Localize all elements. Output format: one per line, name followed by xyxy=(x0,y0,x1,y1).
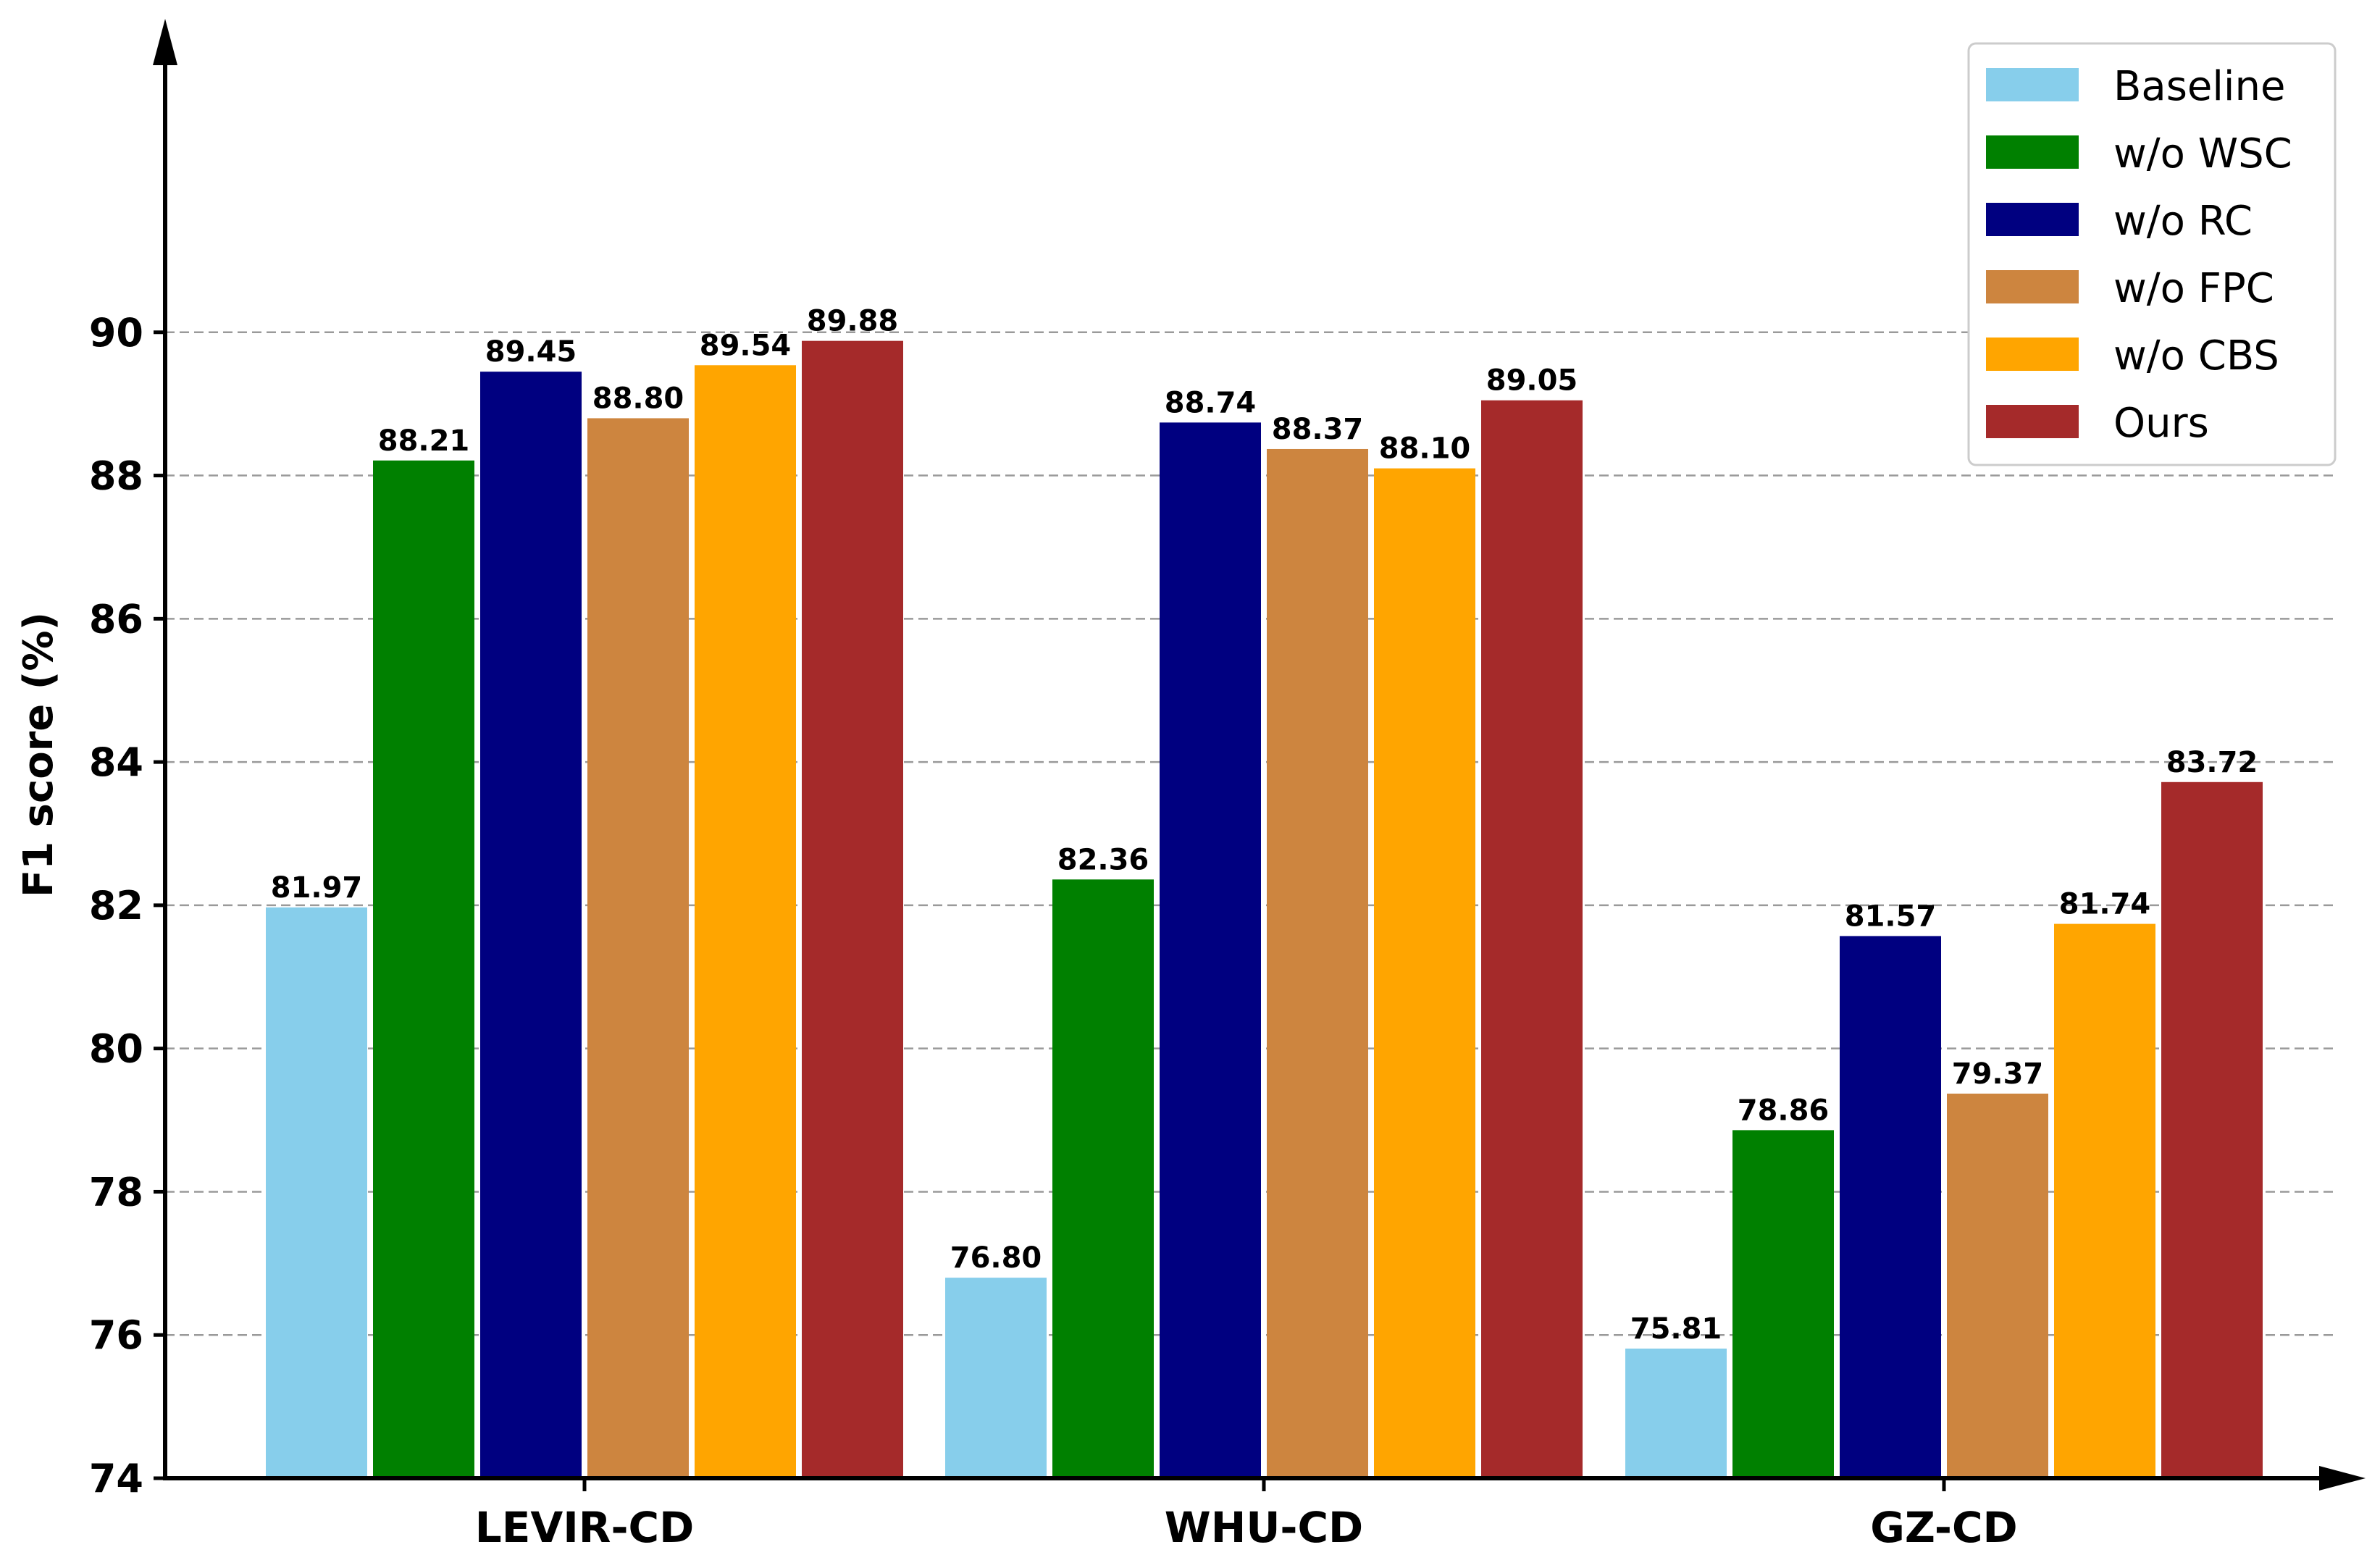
y-tick-label: 80 xyxy=(89,1026,143,1072)
bar xyxy=(802,340,903,1479)
legend: Baseline w/o WSC w/o RC w/o FPC w/o CBS Ours xyxy=(1967,42,2337,466)
bar xyxy=(695,365,796,1479)
bar-value-label: 89.88 xyxy=(807,305,899,338)
bar xyxy=(1947,1093,2048,1478)
bar xyxy=(1267,448,1368,1478)
legend-swatch xyxy=(1986,203,2079,236)
legend-swatch xyxy=(1986,405,2079,438)
y-axis-arrow xyxy=(153,19,177,65)
bar-value-label: 76.80 xyxy=(950,1241,1042,1275)
bar xyxy=(587,418,689,1478)
bar xyxy=(945,1278,1047,1478)
bar-value-label: 88.10 xyxy=(1379,432,1471,466)
bar xyxy=(2161,781,2263,1478)
y-axis-title: F1 score (%) xyxy=(15,612,62,897)
y-tick-label: 78 xyxy=(89,1169,143,1215)
bar-value-label: 89.05 xyxy=(1486,364,1578,398)
y-tick-label: 76 xyxy=(89,1312,143,1358)
bar xyxy=(373,460,474,1479)
bar xyxy=(480,372,582,1478)
bar xyxy=(1732,1130,1834,1478)
x-tick-label: GZ-CD xyxy=(1870,1503,2017,1552)
bar-value-label: 88.37 xyxy=(1272,413,1364,446)
y-tick-label: 84 xyxy=(89,739,143,785)
legend-label: Baseline xyxy=(2113,63,2285,110)
y-tick-label: 88 xyxy=(89,453,143,499)
y-tick-label: 74 xyxy=(89,1456,143,1501)
legend-label: w/o CBS xyxy=(2113,332,2279,380)
x-axis-arrow xyxy=(2319,1466,2366,1491)
bar-value-label: 75.81 xyxy=(1630,1312,1722,1346)
value-labels: 81.97 76.80 75.81 88.21 82.36 78.86 89.45 88.74… xyxy=(271,305,2258,1346)
bar-value-label: 89.54 xyxy=(700,329,792,362)
bar-value-label: 83.72 xyxy=(2166,746,2258,779)
bar-value-label: 82.36 xyxy=(1057,843,1149,876)
bar-value-label: 88.80 xyxy=(592,382,684,415)
bar xyxy=(1840,936,1941,1478)
legend-label: w/o FPC xyxy=(2113,265,2274,312)
bar xyxy=(1052,879,1154,1478)
bar xyxy=(1160,422,1261,1478)
legend-swatch xyxy=(1986,270,2079,303)
bar xyxy=(1625,1349,1727,1478)
bar xyxy=(266,907,367,1478)
y-tick-label: 82 xyxy=(89,883,143,929)
bar xyxy=(1481,400,1583,1479)
bars xyxy=(266,340,2263,1479)
y-tick-label: 90 xyxy=(89,310,143,356)
legend-label: w/o WSC xyxy=(2113,130,2292,177)
bar-value-label: 78.86 xyxy=(1738,1094,1830,1127)
bar xyxy=(1374,468,1475,1478)
bar-value-label: 79.37 xyxy=(1952,1057,2044,1091)
bar-value-label: 88.74 xyxy=(1165,386,1257,419)
legend-swatch xyxy=(1986,338,2079,371)
bar-value-label: 89.45 xyxy=(485,335,577,369)
legend-label: Ours xyxy=(2113,400,2209,447)
legend-label: w/o RC xyxy=(2113,198,2253,245)
legend-swatch xyxy=(1986,135,2079,169)
x-tick-label: WHU-CD xyxy=(1165,1503,1363,1552)
x-ticks: LEVIR-CD WHU-CD GZ-CD xyxy=(475,1478,2018,1552)
y-ticks: 74 76 78 80 82 84 86 88 90 xyxy=(89,310,165,1501)
legend-swatch xyxy=(1986,68,2079,101)
x-tick-label: LEVIR-CD xyxy=(475,1503,695,1552)
bar-value-label: 81.97 xyxy=(271,871,363,905)
y-tick-label: 86 xyxy=(89,596,143,642)
bar xyxy=(2054,923,2155,1478)
bar-value-label: 88.21 xyxy=(378,424,470,458)
bar-value-label: 81.74 xyxy=(2059,888,2151,921)
bar-value-label: 81.57 xyxy=(1845,900,1937,933)
